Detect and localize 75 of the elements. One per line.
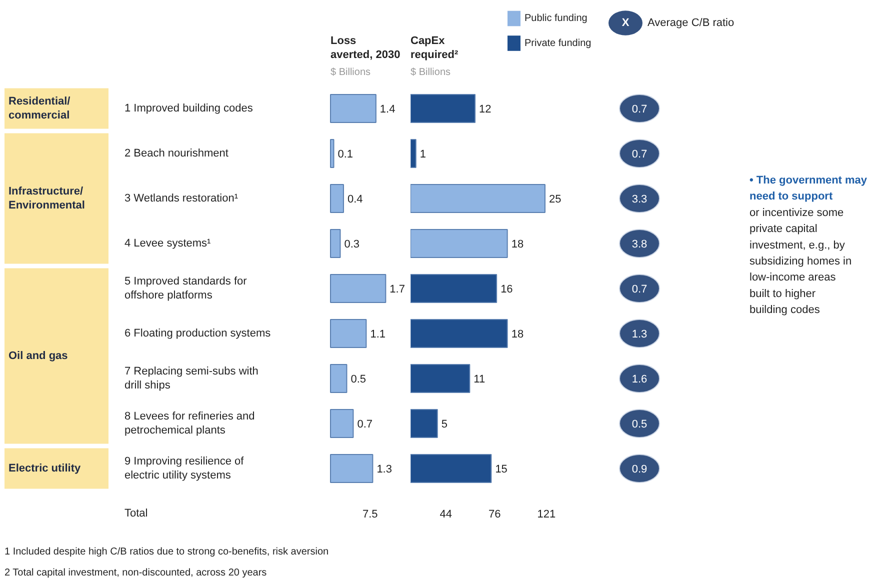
data-label: 0.5 — [350, 374, 366, 386]
data-label: 1.3 — [632, 328, 648, 340]
chart-title: CapEx required² — [410, 34, 459, 62]
y-tick-label: 1 Improved building codes — [124, 102, 254, 114]
data-label: 0.5 — [632, 418, 648, 430]
data-label: 12 — [479, 104, 492, 116]
text: Electric utility — [8, 462, 82, 474]
y-tick-label: 5 Improved standards for offshore platforms — [124, 275, 248, 302]
text: X — [622, 17, 630, 29]
text: or incentivize some private capital investment, e.g., by subsidizing homes in low-income areas built to higher building codes — [750, 206, 852, 316]
legend-label: Public funding — [524, 13, 588, 24]
y-tick-label: 6 Floating production systems — [124, 328, 272, 340]
bar — [410, 454, 492, 483]
y-tick-label: 4 Levee systems¹ — [124, 238, 212, 250]
bar — [410, 274, 498, 303]
bar — [410, 229, 508, 258]
bar — [330, 139, 334, 168]
bar — [410, 139, 416, 168]
text: Residential/ commercial — [8, 95, 70, 122]
chart-subtitle: $ Billions — [330, 67, 371, 78]
y-tick-label: 2 Beach nourishment — [124, 148, 228, 160]
data-label: 5 — [441, 418, 448, 430]
bar — [330, 454, 374, 483]
bar — [410, 409, 438, 438]
bar — [330, 229, 341, 258]
chart-title: Loss averted, 2030 — [330, 34, 400, 62]
bar — [410, 319, 508, 348]
text: 44 — [440, 508, 452, 520]
data-label: 0.7 — [632, 284, 648, 296]
data-label: 18 — [511, 238, 524, 250]
y-tick-label: 9 Improving resilience of electric utility systems — [124, 455, 245, 482]
text: 7.5 — [362, 508, 378, 520]
data-label: 16 — [500, 284, 513, 296]
data-label: 1 — [420, 148, 426, 160]
bar — [410, 94, 476, 123]
y-tick-label: 8 Levees for refineries and petrochemical plants — [124, 410, 255, 437]
data-label: 0.3 — [344, 238, 360, 250]
data-label: 25 — [548, 194, 562, 206]
data-label: 0.7 — [357, 418, 373, 430]
data-label: 1.3 — [376, 464, 392, 476]
data-label: 0.7 — [632, 104, 648, 116]
bar — [330, 364, 348, 393]
data-label: 1.7 — [390, 284, 405, 296]
data-label: 3.8 — [632, 238, 648, 250]
text: 76 — [488, 508, 501, 520]
data-label: 0.7 — [632, 148, 648, 160]
bar — [410, 184, 546, 213]
bar — [330, 274, 386, 303]
text: 1 Included despite high C/B ratios due to strong co-benefits, risk aversion — [4, 546, 329, 558]
text: 121 — [537, 508, 556, 520]
bar — [330, 184, 344, 213]
data-label: 1.6 — [632, 374, 648, 386]
text: • The government may need to support — [750, 174, 868, 203]
text: Average C/B ratio — [648, 17, 734, 29]
text: Oil and gas — [8, 350, 68, 362]
data-label: 3.3 — [632, 194, 648, 206]
bar — [330, 319, 367, 348]
data-label: 0.4 — [347, 194, 363, 206]
y-tick-label: 7 Replacing semi-subs with drill ships — [124, 365, 258, 392]
data-label: 18 — [511, 328, 524, 340]
data-label: 15 — [495, 464, 508, 476]
legend-label: Private funding — [524, 38, 592, 49]
data-label: 1.1 — [370, 328, 386, 340]
data-label: 0.9 — [632, 464, 648, 476]
bar — [410, 364, 470, 393]
data-label: 11 — [474, 374, 486, 386]
text: Total — [124, 508, 148, 520]
bar — [330, 94, 376, 123]
data-label: 0.1 — [338, 148, 354, 160]
text: 2 Total capital investment, non-discounted, across 20 years — [4, 568, 267, 579]
bar — [330, 409, 354, 438]
data-label: 1.4 — [380, 104, 396, 116]
text: Infrastructure/ Environmental — [8, 185, 85, 212]
chart-subtitle: $ Billions — [410, 67, 451, 78]
y-tick-label: 3 Wetlands restoration¹ — [124, 192, 238, 204]
